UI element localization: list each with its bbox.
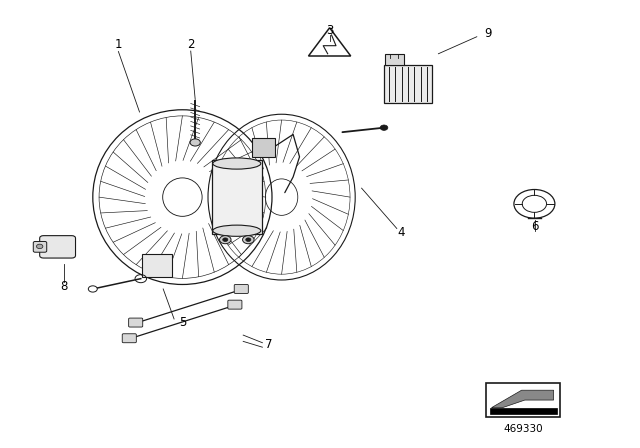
Circle shape (36, 244, 43, 249)
Ellipse shape (212, 158, 261, 169)
Text: 6: 6 (531, 220, 539, 233)
FancyBboxPatch shape (33, 241, 47, 252)
Circle shape (88, 286, 97, 292)
FancyBboxPatch shape (129, 318, 143, 327)
FancyBboxPatch shape (122, 334, 136, 343)
Text: 1: 1 (115, 38, 122, 52)
Circle shape (220, 236, 231, 244)
Circle shape (190, 139, 200, 146)
Polygon shape (492, 390, 554, 408)
Circle shape (380, 125, 388, 130)
Text: 8: 8 (60, 280, 68, 293)
FancyBboxPatch shape (490, 408, 557, 414)
FancyBboxPatch shape (40, 236, 76, 258)
Text: 5: 5 (179, 316, 186, 329)
Text: 7: 7 (265, 338, 273, 352)
Circle shape (223, 238, 228, 241)
FancyBboxPatch shape (142, 254, 172, 277)
Text: 2: 2 (187, 38, 195, 52)
FancyBboxPatch shape (234, 284, 248, 293)
Circle shape (243, 236, 254, 244)
Text: 9: 9 (484, 27, 492, 40)
FancyBboxPatch shape (486, 383, 560, 417)
FancyBboxPatch shape (385, 54, 404, 65)
Ellipse shape (212, 225, 261, 237)
Circle shape (246, 238, 251, 241)
Text: 4: 4 (397, 226, 404, 240)
Text: 3: 3 (326, 24, 333, 37)
FancyBboxPatch shape (228, 300, 242, 309)
FancyBboxPatch shape (211, 160, 262, 234)
FancyBboxPatch shape (384, 65, 432, 103)
Text: 469330: 469330 (504, 424, 543, 434)
FancyBboxPatch shape (252, 138, 275, 157)
